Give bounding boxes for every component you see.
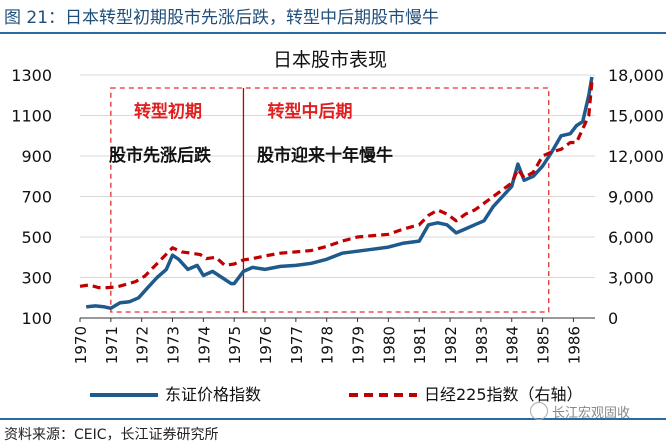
legend-label-topix: 东证价格指数 (165, 385, 261, 404)
x-tick-label: 1979 (350, 326, 368, 364)
x-tick-label: 1984 (504, 326, 522, 364)
source-note: 资料来源：CEIC，长江证券研究所 (4, 427, 219, 443)
x-tick-label: 1976 (257, 326, 275, 364)
left-axis-ticks: 100 300 500 700 900 1100 1300 (11, 66, 52, 328)
chart-title: 日本股市表现 (273, 49, 387, 71)
legend-label-nikkei: 日经225指数（右轴） (424, 385, 583, 404)
phase1-note: 股市先涨后跌 (109, 145, 212, 166)
left-tick-label: 100 (21, 309, 52, 328)
right-tick-label: 18,000 (608, 66, 664, 85)
x-tick-label: 1981 (411, 326, 429, 364)
series-line-topix (86, 76, 594, 311)
phase-regions (110, 87, 550, 313)
left-tick-label: 1100 (11, 107, 52, 126)
right-tick-label: 9,000 (608, 188, 654, 207)
x-tick-label: 1975 (226, 326, 244, 364)
series-lines (79, 76, 594, 311)
x-tick-label: 1973 (165, 326, 183, 364)
left-tick-label: 500 (21, 228, 52, 247)
phase2-note: 股市迎来十年慢牛 (257, 145, 393, 166)
left-tick-label: 900 (21, 147, 52, 166)
right-tick-label: 6,000 (608, 228, 654, 247)
x-tick-label: 1985 (535, 326, 553, 364)
x-tick-label: 1971 (103, 326, 121, 364)
watermark-text: 长江宏观固收 (552, 406, 631, 421)
footer-rule (0, 418, 666, 420)
left-tick-label: 300 (21, 269, 52, 288)
left-tick-label: 1300 (11, 66, 52, 85)
wechat-icon (530, 402, 548, 420)
right-axis-ticks: 0 3,000 6,000 9,000 12,000 15,000 18,000 (608, 66, 664, 328)
phase1-label: 转型初期 (134, 101, 202, 122)
x-tick-label: 1980 (380, 326, 398, 364)
x-tick-label: 1977 (288, 326, 306, 364)
series-line-nikkei (79, 81, 594, 290)
x-tick-label: 1986 (565, 326, 583, 364)
right-tick-label: 12,000 (608, 147, 664, 166)
watermark: 长江宏观固收 (530, 402, 630, 421)
right-tick-label: 0 (608, 309, 618, 328)
figure-title: 图 21：日本转型初期股市先涨后跌，转型中后期股市慢牛 (4, 8, 440, 28)
x-tick-label: 1983 (473, 326, 491, 364)
x-tick-label: 1978 (319, 326, 337, 364)
phase2-label: 转型中后期 (268, 101, 353, 122)
left-tick-label: 700 (21, 188, 52, 207)
right-tick-label: 15,000 (608, 107, 664, 126)
x-tick-label: 1974 (195, 326, 213, 364)
x-tick-label: 1982 (442, 326, 460, 364)
legend: 东证价格指数 日经225指数（右轴） (90, 385, 583, 404)
x-axis-ticks: 1970 1971 1972 1973 1974 1975 1976 1977 1978 1979… (72, 318, 583, 364)
phase-box (110, 87, 550, 313)
right-tick-label: 3,000 (608, 269, 654, 288)
header-rule (0, 32, 666, 34)
x-tick-label: 1970 (72, 326, 90, 364)
figure-header: 图 21：日本转型初期股市先涨后跌，转型中后期股市慢牛 (0, 0, 666, 30)
x-tick-label: 1972 (134, 326, 152, 364)
